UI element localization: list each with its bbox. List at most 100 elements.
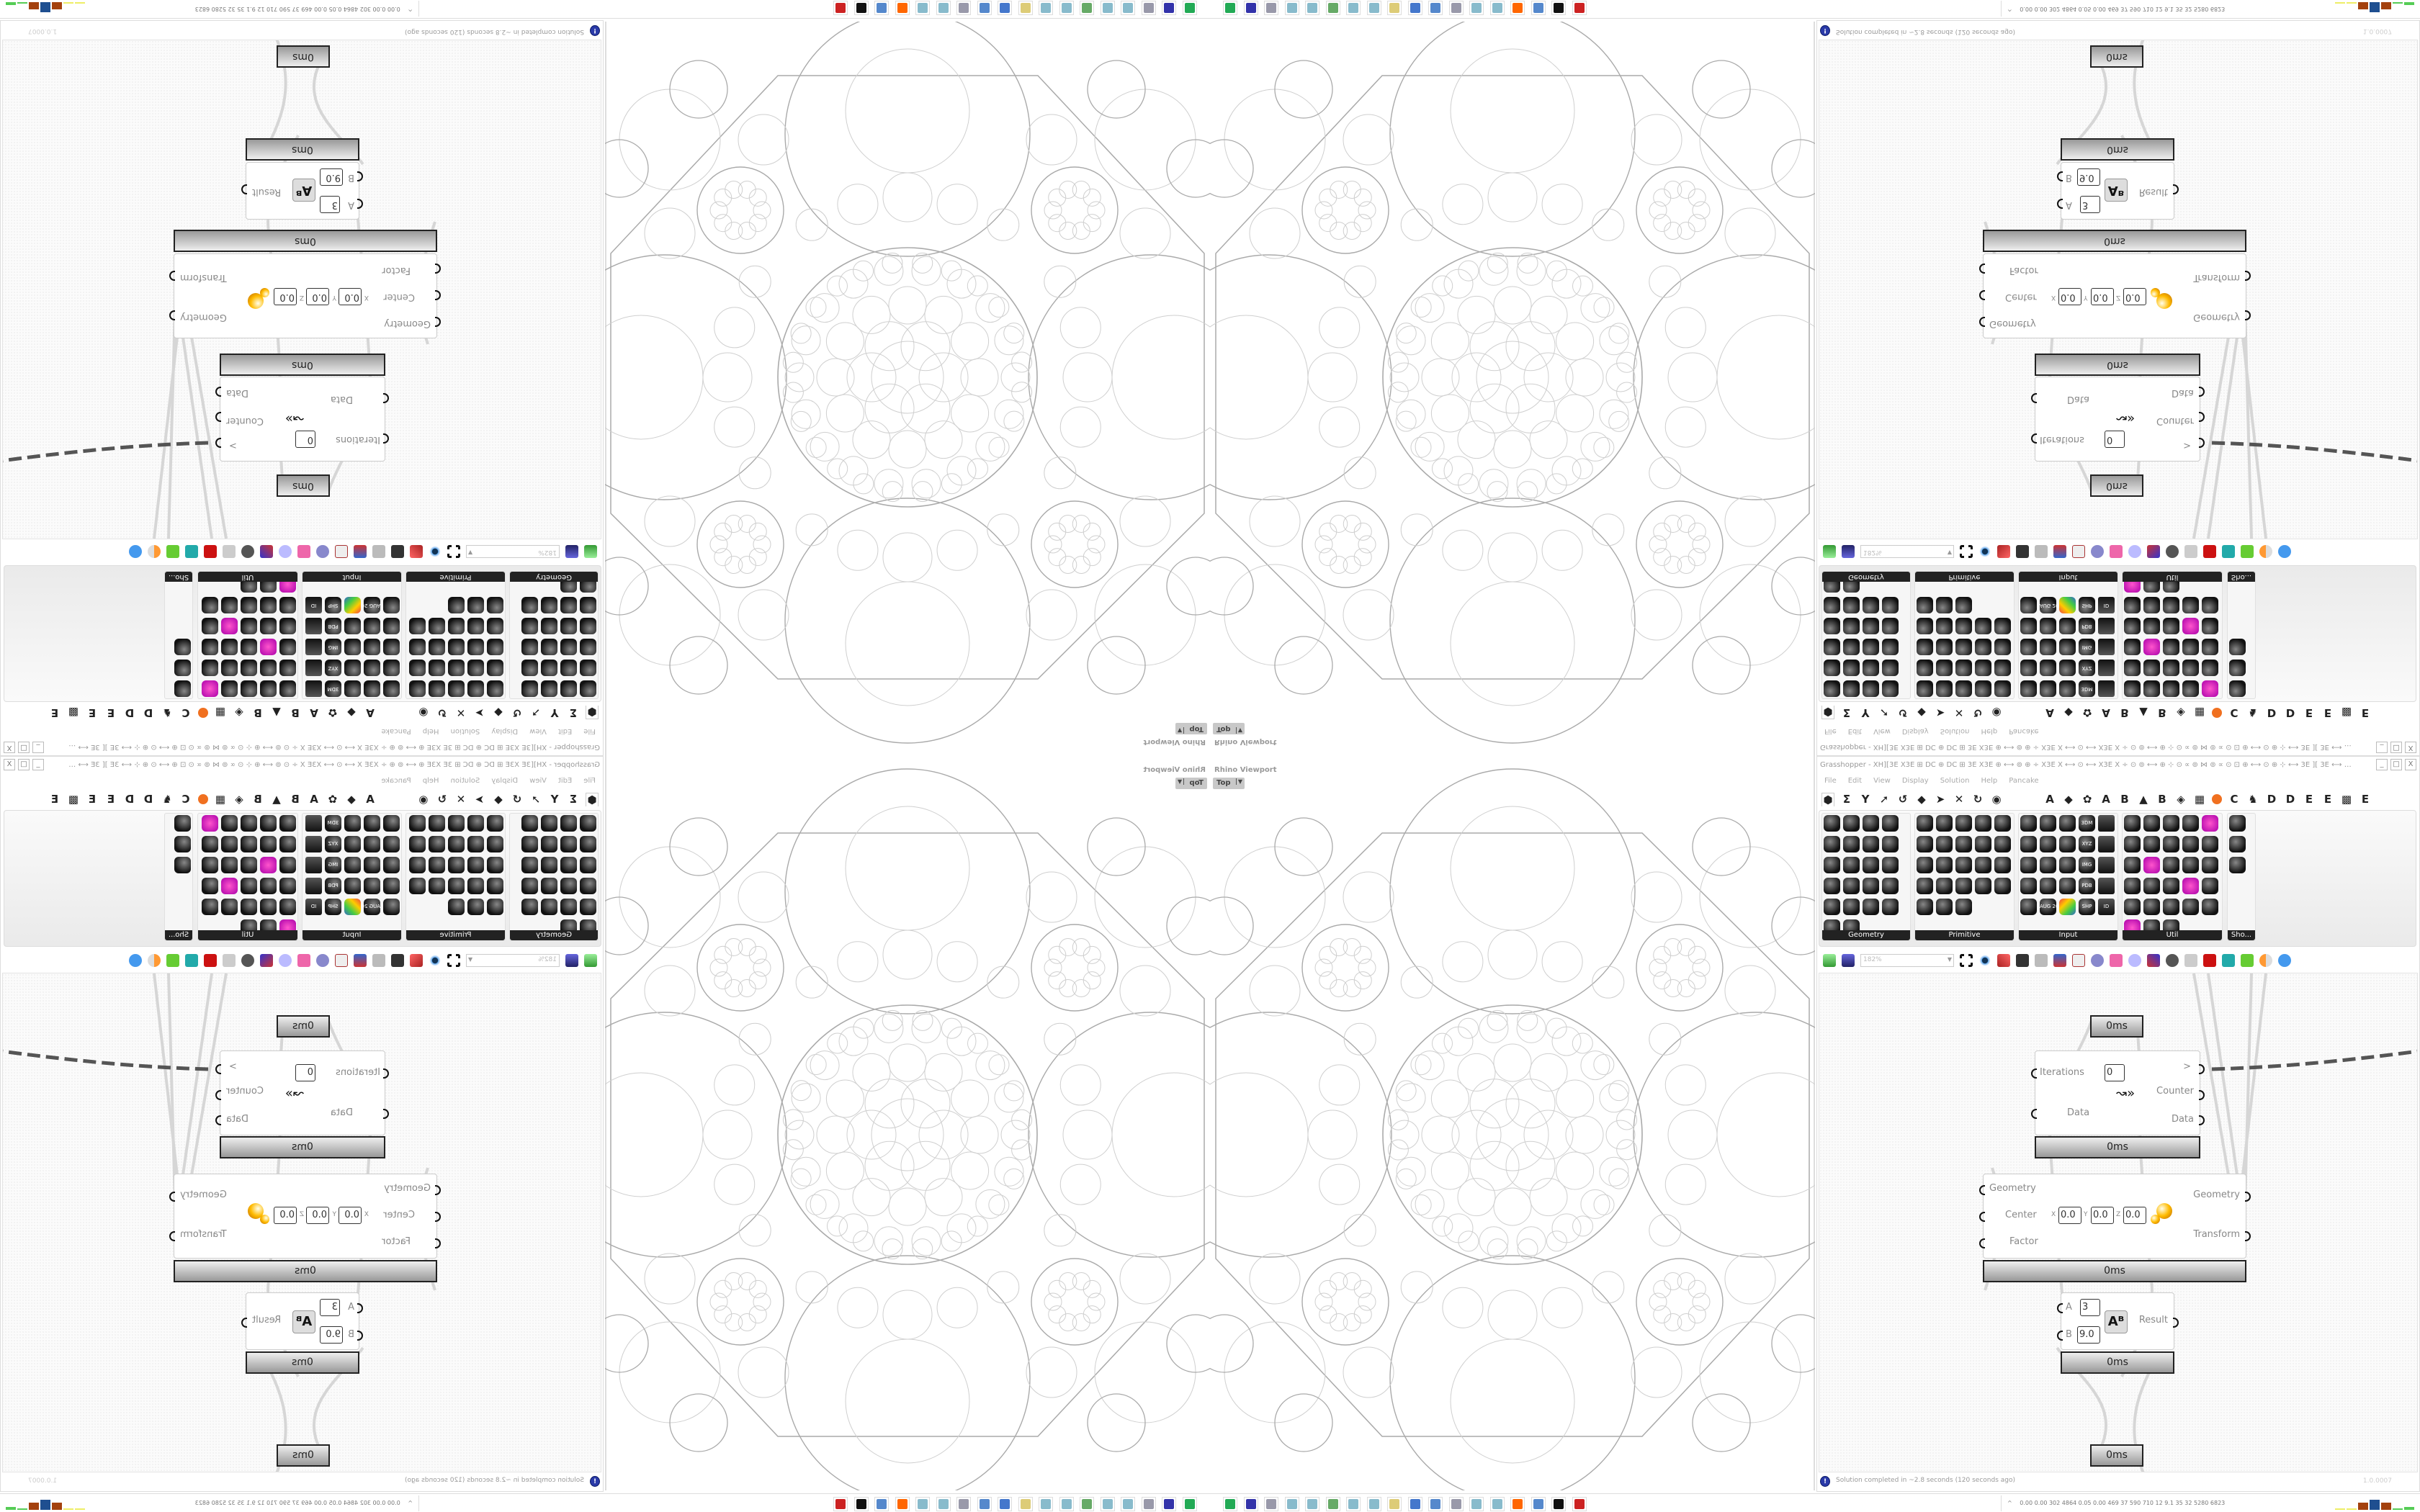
tab-16[interactable]: ▩ [68,706,79,719]
menu-pancake[interactable]: Pancake [381,777,411,785]
component-icon[interactable] [1824,878,1840,894]
notepad-icon[interactable] [1059,1497,1074,1511]
component-icon[interactable] [429,857,445,873]
menu-file[interactable]: File [1824,777,1837,785]
component-icon[interactable] [1955,899,1972,915]
blue-sphere-icon[interactable] [129,954,142,967]
component-icon[interactable] [2040,618,2056,634]
output-grip[interactable] [2173,1318,2179,1328]
component-icon[interactable] [580,618,596,634]
component-icon[interactable] [2020,618,2037,634]
tab-12[interactable]: D [2267,706,2277,719]
menu-pancake[interactable]: Pancake [2009,727,2039,735]
component-icon[interactable] [2182,680,2199,697]
tab-2[interactable]: ✿ [2082,793,2092,806]
component-icon[interactable]: XYZ [325,836,341,852]
gha-icon[interactable] [2053,545,2066,558]
scale-component[interactable]: Geometry Center X 0.0 Y 0.0 Z 0.0 Factor… [169,253,441,338]
red-shape-icon[interactable] [2203,954,2216,967]
rhino-viewport[interactable]: Rhino Viewport Top ▼ [605,756,1210,1490]
center-x-value[interactable]: 0.0 [339,288,362,305]
tab-12[interactable]: D [143,793,153,806]
control-panel-icon[interactable] [1407,1497,1422,1511]
b-value[interactable]: 9.0 [2077,1326,2100,1344]
component-icon[interactable] [1843,597,1860,613]
teal-shape-icon[interactable] [2222,954,2235,967]
component-icon[interactable] [1936,639,1953,655]
component-icon[interactable] [409,836,426,852]
tab-7[interactable]: ◈ [235,793,243,806]
component-icon[interactable]: XYZ [2079,660,2095,676]
component-icon[interactable] [383,680,400,697]
component-icon[interactable] [467,618,484,634]
green-shape-icon[interactable] [166,954,179,967]
scale-component[interactable]: Geometry Center X 0.0 Y 0.0 Z 0.0 Factor… [1979,253,2251,338]
tab-15[interactable]: E [88,706,97,719]
grasshopper-canvas[interactable]: 0ms Iterations 0 Data > Counter Data ↝» … [1819,973,2418,1472]
component-icon[interactable] [2124,815,2141,832]
component-icon[interactable] [1863,815,1879,832]
component-icon[interactable] [305,618,322,634]
component-icon[interactable] [2124,857,2141,873]
monitor-icon[interactable] [1080,1,1095,15]
menu-display[interactable]: Display [491,777,519,785]
maximize-button[interactable]: □ [2390,742,2402,753]
component-icon[interactable] [202,857,218,873]
component-icon[interactable] [1955,815,1972,832]
tab-0[interactable]: A [2045,706,2054,719]
component-icon[interactable] [279,857,296,873]
component-icon[interactable] [1882,597,1899,613]
component-icon[interactable] [2163,878,2179,894]
component-icon[interactable] [2020,680,2037,697]
tab-3[interactable]: A [2102,793,2110,806]
rhino-viewport[interactable]: Rhino Viewport Top ▼ [1210,22,1815,756]
component-icon[interactable] [2202,836,2218,852]
component-icon[interactable] [202,618,218,634]
input-grip[interactable] [1979,317,1985,327]
bake-icon[interactable] [2016,545,2029,558]
component-icon[interactable] [2143,815,2160,832]
component-icon[interactable] [174,680,191,697]
component-icon[interactable] [1882,815,1899,832]
intersect-icon[interactable]: ✕ [456,706,466,719]
menu-view[interactable]: View [529,777,547,785]
tray-expand-icon[interactable]: ^ [2007,6,2012,12]
rhino-icon[interactable] [854,1,869,15]
panel-label[interactable]: Geometry [510,572,598,582]
component-icon[interactable] [409,680,426,697]
component-icon[interactable] [344,597,361,613]
component-icon[interactable] [521,836,538,852]
component-icon[interactable] [429,639,445,655]
component-icon[interactable] [1843,836,1860,852]
component-icon[interactable] [221,597,238,613]
component-icon[interactable] [409,878,426,894]
tab-3[interactable]: A [2102,706,2110,719]
component-icon[interactable] [2040,680,2056,697]
component-icon[interactable] [174,857,191,873]
component-icon[interactable] [560,660,577,676]
center-x-value[interactable]: 0.0 [2058,1207,2081,1224]
surface-icon[interactable]: ◆ [494,793,503,806]
component-icon[interactable] [541,857,557,873]
view-dropdown[interactable]: Top ▼ [1213,723,1245,734]
component-icon[interactable] [2020,836,2037,852]
component-icon[interactable] [1955,597,1972,613]
component-icon[interactable] [521,639,538,655]
component-icon[interactable] [344,618,361,634]
component-icon[interactable] [1843,857,1860,873]
search-icon[interactable] [316,954,329,967]
menu-help[interactable]: Help [1981,777,1998,785]
output-grip[interactable] [215,412,221,422]
component-icon[interactable] [1936,597,1953,613]
tab-8[interactable]: ▦ [2194,706,2205,719]
component-icon[interactable] [364,639,380,655]
minimize-button[interactable]: _ [2376,759,2388,770]
component-icon[interactable]: PDB [325,618,341,634]
menu-edit[interactable]: Edit [1847,777,1863,785]
component-icon[interactable] [2098,836,2115,852]
package-icon[interactable] [297,954,310,967]
display-eye-icon[interactable]: ◉ [1991,793,2002,806]
component-icon[interactable] [2202,815,2218,832]
component-icon[interactable] [202,836,218,852]
at-icon[interactable] [2035,545,2048,558]
